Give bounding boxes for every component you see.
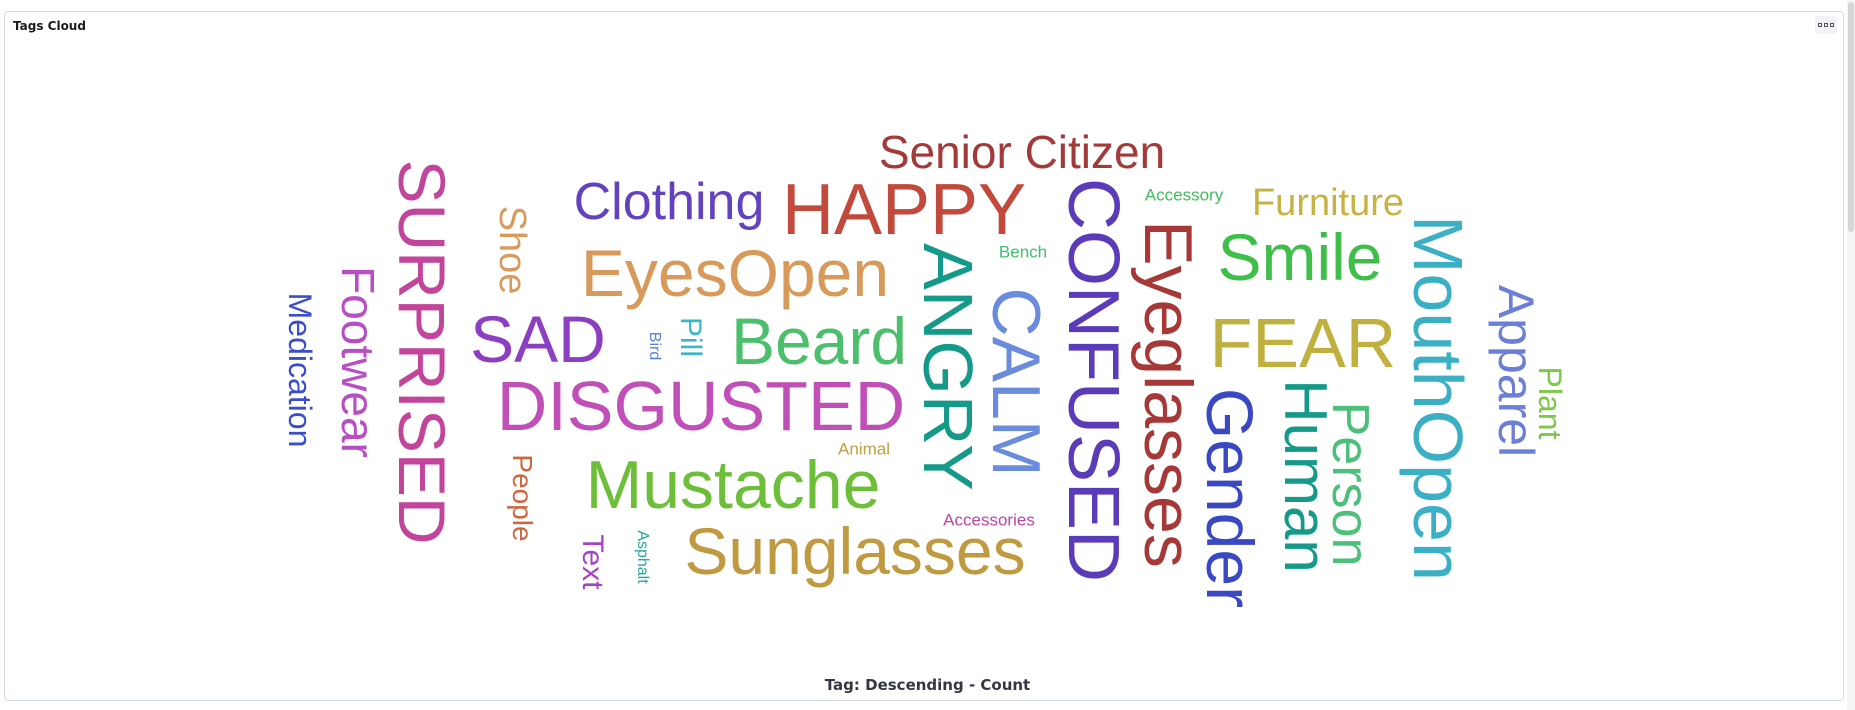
tag-mustache[interactable]: Mustache — [585, 447, 881, 523]
tag-sad[interactable]: SAD — [470, 302, 606, 376]
scrollbar[interactable] — [1847, 0, 1855, 710]
tag-person[interactable]: Person — [1321, 401, 1379, 567]
tag-happy[interactable]: HAPPY — [781, 170, 1027, 250]
tag-asphalt[interactable]: Asphalt — [634, 530, 651, 584]
tag-plant[interactable]: Plant — [1532, 366, 1568, 440]
panel-options-icon[interactable] — [1815, 16, 1837, 34]
tag-fear[interactable]: FEAR — [1209, 304, 1397, 382]
tag-medication[interactable]: Medication — [282, 292, 318, 448]
tag-disgusted[interactable]: DISGUSTED — [496, 367, 906, 445]
tag-sunglasses[interactable]: Sunglasses — [684, 514, 1026, 588]
tag-cloud-panel: Tags Cloud — [4, 11, 1844, 701]
tag-angry[interactable]: ANGRY — [909, 243, 987, 491]
panel-title: Tags Cloud — [13, 19, 86, 33]
tag-shoe[interactable]: Shoe — [491, 205, 533, 295]
tag-eyeglasses[interactable]: Eyeglasses — [1130, 220, 1206, 568]
tag-bench[interactable]: Bench — [998, 242, 1048, 262]
tag-beard[interactable]: Beard — [730, 304, 908, 378]
cloud-legend: Tag: Descending - Count — [824, 676, 1031, 694]
tag-calm[interactable]: CALM — [978, 287, 1054, 477]
tag-eyesopen[interactable]: EyesOpen — [580, 236, 890, 310]
tag-surprised[interactable]: SURPRISED — [385, 159, 459, 545]
tag-senior-citizen[interactable]: Senior Citizen — [878, 126, 1166, 178]
tag-accessories[interactable]: Accessories — [943, 510, 1035, 530]
tag-pill[interactable]: Pill — [674, 316, 707, 358]
tag-mouthopen[interactable]: MouthOpen — [1399, 215, 1477, 581]
tag-footwear[interactable]: Footwear — [332, 266, 384, 458]
tag-animal[interactable]: Animal — [838, 439, 890, 459]
tag-people[interactable]: People — [507, 454, 538, 542]
tag-bird[interactable]: Bird — [646, 331, 663, 361]
tag-gender[interactable]: Gender — [1193, 387, 1267, 609]
tag-text[interactable]: Text — [576, 534, 609, 590]
tag-furniture[interactable]: Furniture — [1251, 182, 1405, 224]
tag-clothing[interactable]: Clothing — [573, 173, 765, 231]
tag-confused[interactable]: CONFUSED — [1053, 177, 1133, 583]
tag-accessory[interactable]: Accessory — [1144, 185, 1224, 205]
scrollbar-thumb[interactable] — [1848, 2, 1854, 232]
tag-smile[interactable]: Smile — [1217, 220, 1383, 294]
